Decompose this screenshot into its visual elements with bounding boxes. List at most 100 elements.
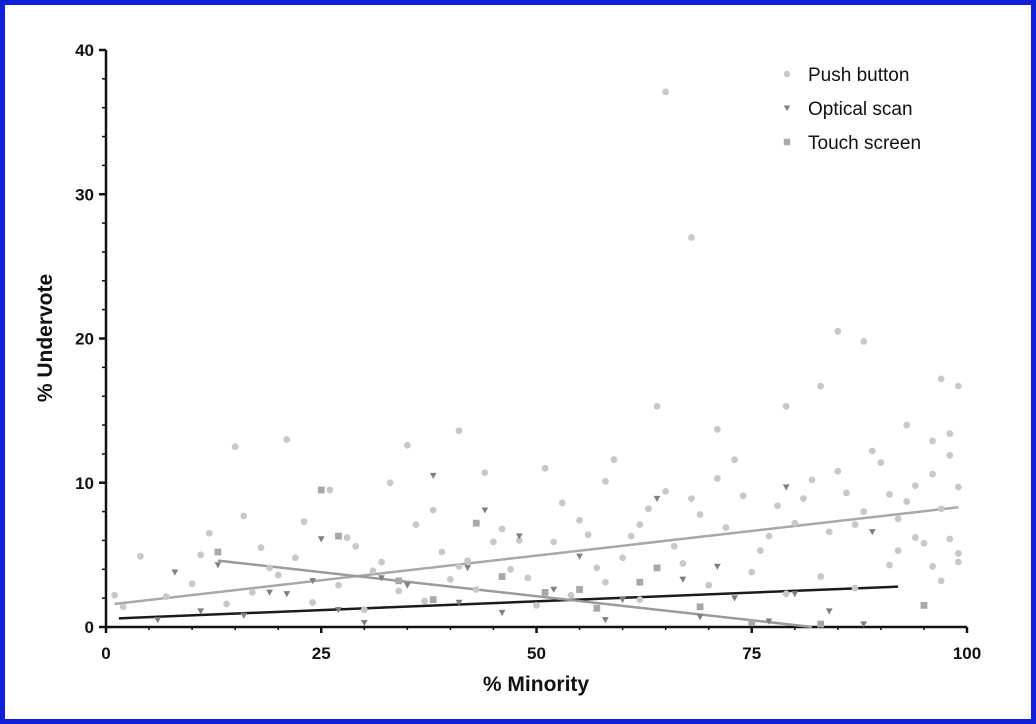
push-button-point xyxy=(619,554,626,562)
optical-scan-point xyxy=(791,591,799,598)
push-button-point xyxy=(515,537,523,544)
push-button-point xyxy=(490,538,497,546)
touch-screen-legend-marker xyxy=(783,138,791,146)
legend: Push button Optical scan Touch screen xyxy=(783,65,921,154)
push-button-point xyxy=(929,563,936,570)
push-button-point xyxy=(352,542,360,550)
trend-lines xyxy=(114,506,959,629)
push-button-point xyxy=(774,502,781,510)
push-button-point xyxy=(929,437,936,445)
optical-scan-point xyxy=(619,596,626,603)
push-button-point xyxy=(696,511,704,518)
optical-scan-point xyxy=(317,536,325,543)
touch-screen-point xyxy=(214,548,222,556)
touch-screen-point xyxy=(576,586,583,593)
push-button-point xyxy=(782,590,790,598)
push-button-point xyxy=(481,469,489,477)
push-button-point xyxy=(662,88,670,96)
push-button-point xyxy=(455,563,463,570)
push-button-point xyxy=(438,548,446,556)
push-button-point xyxy=(188,580,196,588)
push-button-point xyxy=(601,477,609,485)
push-button-point xyxy=(162,593,170,601)
push-button-point xyxy=(817,382,825,390)
push-button-point xyxy=(791,519,799,527)
push-button-point xyxy=(369,567,377,575)
push-button-point xyxy=(403,441,411,449)
push-button-point xyxy=(782,402,790,410)
push-button-point xyxy=(851,584,859,592)
push-button-point xyxy=(309,599,317,606)
optical-scan-point xyxy=(360,619,368,627)
push-button-point xyxy=(610,456,618,464)
touch-screen-points xyxy=(214,486,928,628)
touch-screen-point xyxy=(696,603,704,611)
touch-screen-point xyxy=(429,596,437,603)
push-button-point xyxy=(567,591,575,599)
push-button-point xyxy=(205,529,213,537)
push-button-point xyxy=(877,459,885,466)
push-button-point xyxy=(541,464,549,472)
touch-screen-point xyxy=(653,564,661,572)
optical-scan-point xyxy=(171,569,179,576)
push-button-point xyxy=(954,382,962,390)
push-button-point xyxy=(223,600,230,608)
push-button-point xyxy=(765,532,773,540)
optical-scan-point xyxy=(868,529,876,536)
x-tick-label: 75 xyxy=(742,644,761,663)
push-button-point xyxy=(903,421,911,429)
push-button-point xyxy=(524,574,532,582)
optical-scan-point xyxy=(601,617,609,624)
push-button-point xyxy=(266,564,273,572)
optical-scan-point xyxy=(455,599,463,606)
push-button-point xyxy=(119,603,127,611)
optical-scan-points xyxy=(154,472,876,628)
push-button-point xyxy=(248,588,256,596)
push-button-point xyxy=(731,456,738,464)
push-button-point xyxy=(954,483,962,491)
optical-scan-legend-label: Optical scan xyxy=(808,99,913,120)
push-button-point xyxy=(954,558,962,566)
optical-scan-point xyxy=(576,553,583,560)
push-button-point xyxy=(550,538,558,546)
push-button-point xyxy=(834,327,842,335)
optical-scan-point xyxy=(713,563,721,570)
optical-scan-point xyxy=(679,576,687,583)
touch-screen-trend-line xyxy=(217,559,813,629)
push-button-point xyxy=(886,561,893,569)
push-button-point xyxy=(197,551,205,559)
optical-scan-point xyxy=(429,472,437,479)
push-button-point xyxy=(533,601,540,609)
push-button-point xyxy=(429,506,437,514)
optical-scan-point xyxy=(515,533,523,540)
push-button-point xyxy=(713,475,721,482)
optical-scan-point xyxy=(696,614,704,621)
push-button-point xyxy=(843,489,850,497)
push-button-point xyxy=(464,557,472,565)
data-points xyxy=(111,88,962,628)
push-button-point xyxy=(705,581,713,589)
push-button-point xyxy=(335,581,342,589)
touch-screen-point xyxy=(920,601,928,609)
touch-screen-point xyxy=(541,588,549,596)
push-button-point xyxy=(954,550,962,557)
push-button-point xyxy=(903,498,911,505)
push-button-point xyxy=(825,528,833,536)
push-button-point xyxy=(937,577,945,585)
push-button-point xyxy=(343,534,351,541)
push-button-point xyxy=(386,479,394,487)
optical-scan-point xyxy=(825,608,833,615)
push-button-point xyxy=(894,515,902,523)
x-tick-label: 25 xyxy=(312,644,331,663)
push-button-point xyxy=(722,524,730,531)
push-button-points xyxy=(111,88,962,614)
push-button-point xyxy=(137,552,144,560)
x-axis-title: % Minority xyxy=(483,673,589,696)
push-button-point xyxy=(688,495,695,503)
push-button-point xyxy=(627,532,635,540)
optical-scan-point xyxy=(765,618,773,625)
push-button-point xyxy=(576,516,583,524)
optical-scan-point xyxy=(731,595,738,602)
optical-scan-point xyxy=(403,582,411,589)
